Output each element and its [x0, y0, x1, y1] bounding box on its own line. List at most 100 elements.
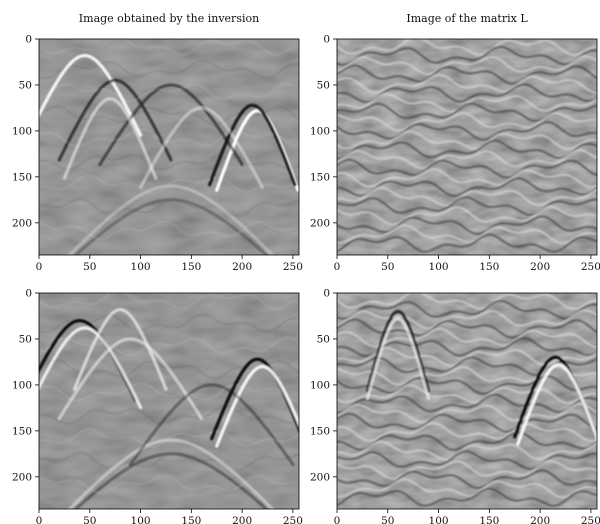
hyperbola	[73, 452, 269, 509]
axes-frame	[38, 292, 300, 510]
panel-title: Image of the matrix L	[406, 12, 528, 25]
x-tick-label: 100	[131, 261, 151, 273]
image-area	[39, 293, 299, 509]
hyperbola	[128, 383, 295, 466]
wave-band	[337, 55, 597, 76]
image-area	[337, 293, 597, 509]
image-texture	[39, 39, 299, 255]
y-tick-label: 0	[323, 34, 330, 46]
panel-2: Image of the matrix L 0 50 100 150 200 250 0 50 1…	[310, 12, 600, 273]
hyperbola	[39, 326, 143, 410]
hyperbola	[98, 83, 244, 167]
wave-band	[337, 73, 597, 95]
wave-band	[337, 148, 597, 170]
wave-band	[39, 336, 299, 357]
x-tick-label: 150	[479, 515, 499, 524]
x-tick-label: 50	[83, 515, 96, 524]
wave-band	[39, 405, 299, 425]
y-tick-label: 0	[323, 288, 330, 300]
wave-band	[337, 293, 597, 311]
y-tick-label: 200	[310, 471, 330, 483]
y-tick-label: 150	[12, 171, 32, 183]
x-tick-label: 200	[232, 261, 252, 273]
x-tick-label: 250	[581, 515, 600, 524]
y-tick-label: 50	[19, 334, 32, 346]
x-tick-label: 250	[581, 261, 600, 273]
hyperbola	[39, 54, 143, 137]
y-tick-label: 200	[12, 217, 32, 229]
wave-band	[337, 45, 597, 67]
wave-band	[337, 224, 597, 245]
wave-band	[337, 469, 597, 490]
axes-frame	[336, 38, 598, 256]
wave-band	[39, 128, 299, 149]
wave-band	[337, 129, 597, 151]
wave-band	[337, 459, 597, 480]
wave-band	[337, 487, 597, 507]
wave-band	[337, 167, 597, 189]
wave-band	[337, 120, 597, 142]
wave-band	[337, 450, 597, 471]
x-tick-label: 200	[232, 515, 252, 524]
wave-band	[337, 215, 597, 236]
reflection-patterns	[337, 39, 597, 253]
wave-band	[337, 412, 597, 433]
y-tick-label: 100	[310, 380, 330, 392]
x-tick-label: 100	[131, 515, 151, 524]
wave-band	[39, 105, 299, 126]
x-tick-label: 0	[36, 261, 43, 273]
wave-band	[337, 177, 597, 198]
reflection-patterns	[39, 39, 299, 255]
wave-band	[337, 92, 597, 113]
x-tick-label: 50	[83, 261, 96, 273]
wave-band	[39, 59, 299, 80]
wave-band	[337, 233, 597, 253]
hyperbola	[365, 317, 430, 400]
y-tick-label: 150	[310, 425, 330, 437]
wave-band	[39, 474, 299, 495]
wave-band	[337, 196, 597, 217]
wave-band	[337, 158, 597, 179]
wave-band	[337, 383, 597, 405]
hyperbola	[208, 103, 297, 187]
wave-band	[39, 382, 299, 403]
hyperbola	[57, 337, 204, 421]
x-tick-label: 150	[479, 261, 499, 273]
wave-band	[337, 299, 597, 321]
wave-band	[337, 431, 597, 452]
x-tick-label: 50	[381, 261, 394, 273]
y-tick-label: 150	[12, 425, 32, 437]
wave-band	[39, 151, 299, 171]
hyperbola	[516, 363, 597, 446]
wave-band	[337, 421, 597, 443]
wave-band	[337, 64, 597, 85]
hyperbola	[139, 106, 264, 190]
hyperbola	[365, 309, 430, 393]
panel-3: 0 50 100 150 200 250 0 50 100 150 200	[12, 288, 303, 524]
panel-4: 0 50 100 150 200 250 0 50 100 150 200	[310, 288, 600, 524]
wave-band	[39, 293, 299, 310]
x-tick-label: 250	[283, 261, 303, 273]
hyperbola	[67, 184, 275, 255]
x-tick-label: 0	[334, 515, 341, 524]
x-tick-label: 50	[381, 515, 394, 524]
axes-frame	[336, 292, 598, 510]
wave-band	[337, 318, 597, 339]
x-tick-label: 250	[283, 515, 303, 524]
y-tick-label: 200	[310, 217, 330, 229]
wave-band	[337, 478, 597, 499]
hyperbola	[72, 308, 168, 391]
wave-band	[337, 39, 597, 57]
wave-band	[337, 393, 597, 414]
panel-title: Image obtained by the inversion	[79, 12, 259, 25]
hyperbola	[57, 78, 173, 162]
hyperbola	[210, 357, 299, 441]
wave-band	[337, 440, 597, 461]
axes-frame	[38, 38, 300, 256]
x-tick-label: 100	[429, 515, 449, 524]
wave-band	[337, 186, 597, 207]
y-tick-label: 50	[19, 80, 32, 92]
hyperbola	[62, 97, 158, 180]
wave-band	[39, 39, 299, 56]
